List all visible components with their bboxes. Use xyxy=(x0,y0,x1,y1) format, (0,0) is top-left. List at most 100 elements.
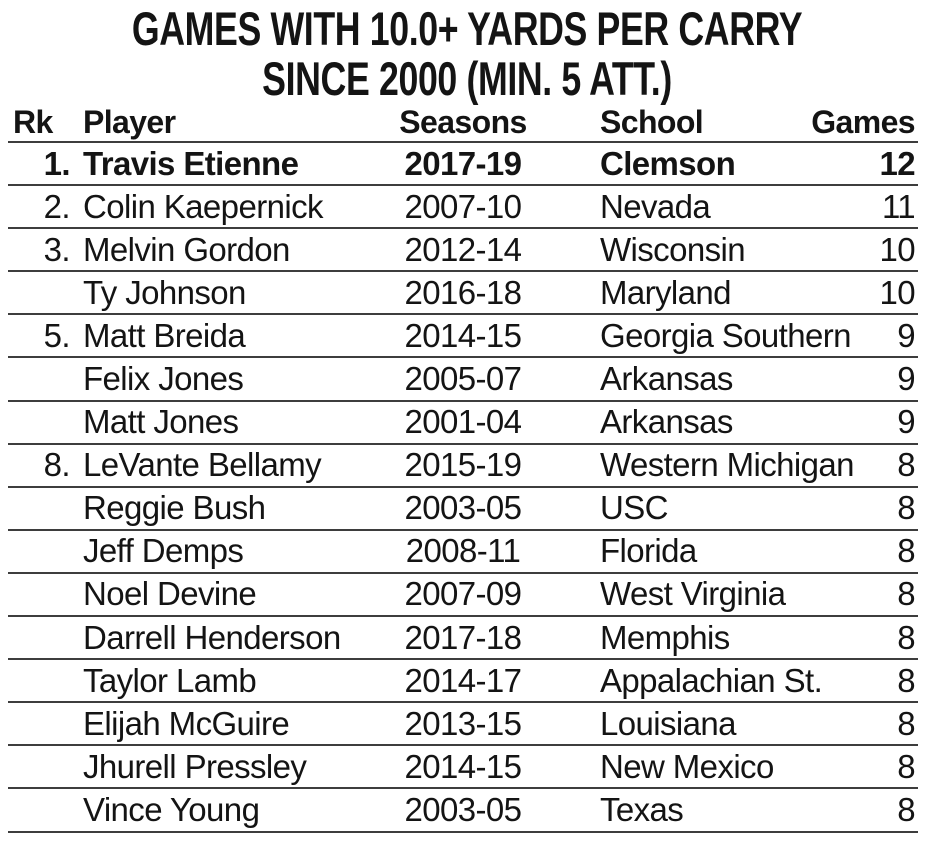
games-cell: 8 xyxy=(897,575,915,613)
rank-cell: 2. xyxy=(43,187,71,225)
rank-cell: 1. xyxy=(43,144,71,182)
table-row: Darrell Henderson 2017-18 Memphis 8 xyxy=(8,617,918,661)
player-cell: Felix Jones xyxy=(83,360,244,398)
player-cell: Noel Devine xyxy=(83,575,257,613)
player-cell: Elijah McGuire xyxy=(83,704,290,742)
seasons-cell: 2016-18 xyxy=(404,273,523,311)
games-cell: 9 xyxy=(897,360,915,398)
player-cell: Colin Kaepernick xyxy=(83,187,323,225)
seasons-cell: 2017-19 xyxy=(404,144,523,182)
table-row: Jhurell Pressley 2014-15 New Mexico 8 xyxy=(8,746,918,790)
column-header-games: Games xyxy=(811,104,915,140)
school-cell: West Virginia xyxy=(600,575,786,613)
games-cell: 9 xyxy=(897,316,915,354)
seasons-cell: 2003-05 xyxy=(404,790,523,828)
table-header-row: Rk Player Seasons School Games xyxy=(8,104,918,143)
school-cell: Clemson xyxy=(600,144,736,182)
school-cell: Arkansas xyxy=(600,360,733,398)
seasons-cell: 2001-04 xyxy=(404,403,523,441)
games-cell: 8 xyxy=(897,446,915,484)
school-cell: Louisiana xyxy=(600,704,736,742)
seasons-cell: 2007-10 xyxy=(404,187,523,225)
seasons-cell: 2013-15 xyxy=(404,704,523,742)
table-body: 1. Travis Etienne 2017-19 Clemson 12 2. … xyxy=(8,143,918,833)
seasons-cell: 2003-05 xyxy=(404,489,523,527)
table-row: Reggie Bush 2003-05 USC 8 xyxy=(8,488,918,531)
games-cell: 11 xyxy=(881,187,916,225)
table-row: Matt Jones 2001-04 Arkansas 9 xyxy=(8,402,918,445)
school-cell: Arkansas xyxy=(600,403,733,441)
rank-cell: 8. xyxy=(43,446,71,484)
rank-cell xyxy=(8,617,70,658)
games-cell: 9 xyxy=(897,403,915,441)
seasons-cell: 2012-14 xyxy=(404,230,523,268)
rank-cell xyxy=(8,746,70,787)
school-cell: Wisconsin xyxy=(600,230,746,268)
school-cell: Florida xyxy=(600,532,697,570)
school-cell: Maryland xyxy=(600,273,732,311)
seasons-cell: 2008-11 xyxy=(405,532,521,570)
school-cell: New Mexico xyxy=(600,747,774,785)
school-cell: Nevada xyxy=(600,187,711,225)
school-cell: Memphis xyxy=(600,618,730,656)
player-cell: Jhurell Pressley xyxy=(83,747,307,785)
games-cell: 8 xyxy=(897,704,915,742)
rank-cell xyxy=(8,574,70,615)
school-cell: Georgia Southern xyxy=(600,316,852,354)
seasons-cell: 2014-15 xyxy=(404,747,523,785)
school-cell: Appalachian St. xyxy=(600,661,823,699)
games-cell: 10 xyxy=(879,230,915,268)
seasons-cell: 2007-09 xyxy=(404,575,523,613)
table-row: Felix Jones 2005-07 Arkansas 9 xyxy=(8,358,918,402)
column-header-rank: Rk xyxy=(13,104,53,140)
chart-title: GAMES WITH 10.0+ YARDS PER CARRY SINCE 2… xyxy=(112,0,822,104)
rank-cell: 3. xyxy=(43,230,71,268)
table-row: Elijah McGuire 2013-15 Louisiana 8 xyxy=(8,703,918,747)
rank-cell xyxy=(8,402,70,443)
games-cell: 8 xyxy=(897,747,915,785)
games-cell: 12 xyxy=(879,144,915,182)
games-cell: 8 xyxy=(897,618,915,656)
table-row: Noel Devine 2007-09 West Virginia 8 xyxy=(8,574,918,618)
title-line-1: GAMES WITH 10.0+ YARDS PER CARRY xyxy=(131,2,803,55)
school-cell: Western Michigan xyxy=(600,446,855,484)
games-cell: 8 xyxy=(897,661,915,699)
rank-cell xyxy=(8,358,70,399)
player-cell: LeVante Bellamy xyxy=(83,446,322,484)
player-cell: Travis Etienne xyxy=(83,144,299,182)
title-line-2: SINCE 2000 (MIN. 5 ATT.) xyxy=(262,52,672,105)
rank-cell xyxy=(8,488,70,529)
stats-table: Rk Player Seasons School Games 1. Travis… xyxy=(8,104,918,833)
table-row: 1. Travis Etienne 2017-19 Clemson 12 xyxy=(8,143,918,187)
table-row: 3. Melvin Gordon 2012-14 Wisconsin 10 xyxy=(8,229,918,273)
table-row: Ty Johnson 2016-18 Maryland 10 xyxy=(8,272,918,316)
table-row: 2. Colin Kaepernick 2007-10 Nevada 11 xyxy=(8,186,918,230)
school-cell: USC xyxy=(600,489,668,527)
column-header-seasons: Seasons xyxy=(399,104,527,140)
player-cell: Vince Young xyxy=(83,790,260,828)
table-row: 8. LeVante Bellamy 2015-19 Western Michi… xyxy=(8,445,918,488)
rank-cell xyxy=(8,272,70,313)
table-row: Taylor Lamb 2014-17 Appalachian St. 8 xyxy=(8,660,918,704)
seasons-cell: 2005-07 xyxy=(404,360,523,398)
rank-cell: 5. xyxy=(43,316,71,354)
column-header-player: Player xyxy=(83,104,176,140)
games-cell: 10 xyxy=(879,273,915,311)
rank-cell xyxy=(8,789,70,830)
player-cell: Jeff Demps xyxy=(83,532,244,570)
column-header-school: School xyxy=(600,104,704,140)
seasons-cell: 2017-18 xyxy=(404,618,523,656)
player-cell: Matt Breida xyxy=(83,316,246,354)
rank-cell xyxy=(8,660,70,701)
player-cell: Taylor Lamb xyxy=(83,661,257,699)
player-cell: Melvin Gordon xyxy=(83,230,290,268)
rank-cell xyxy=(8,703,70,744)
player-cell: Reggie Bush xyxy=(83,489,266,527)
table-row: Jeff Demps 2008-11 Florida 8 xyxy=(8,531,918,574)
games-cell: 8 xyxy=(897,489,915,527)
player-cell: Ty Johnson xyxy=(83,273,246,311)
player-cell: Darrell Henderson xyxy=(83,618,341,656)
player-cell: Matt Jones xyxy=(83,403,239,441)
seasons-cell: 2014-15 xyxy=(404,316,523,354)
